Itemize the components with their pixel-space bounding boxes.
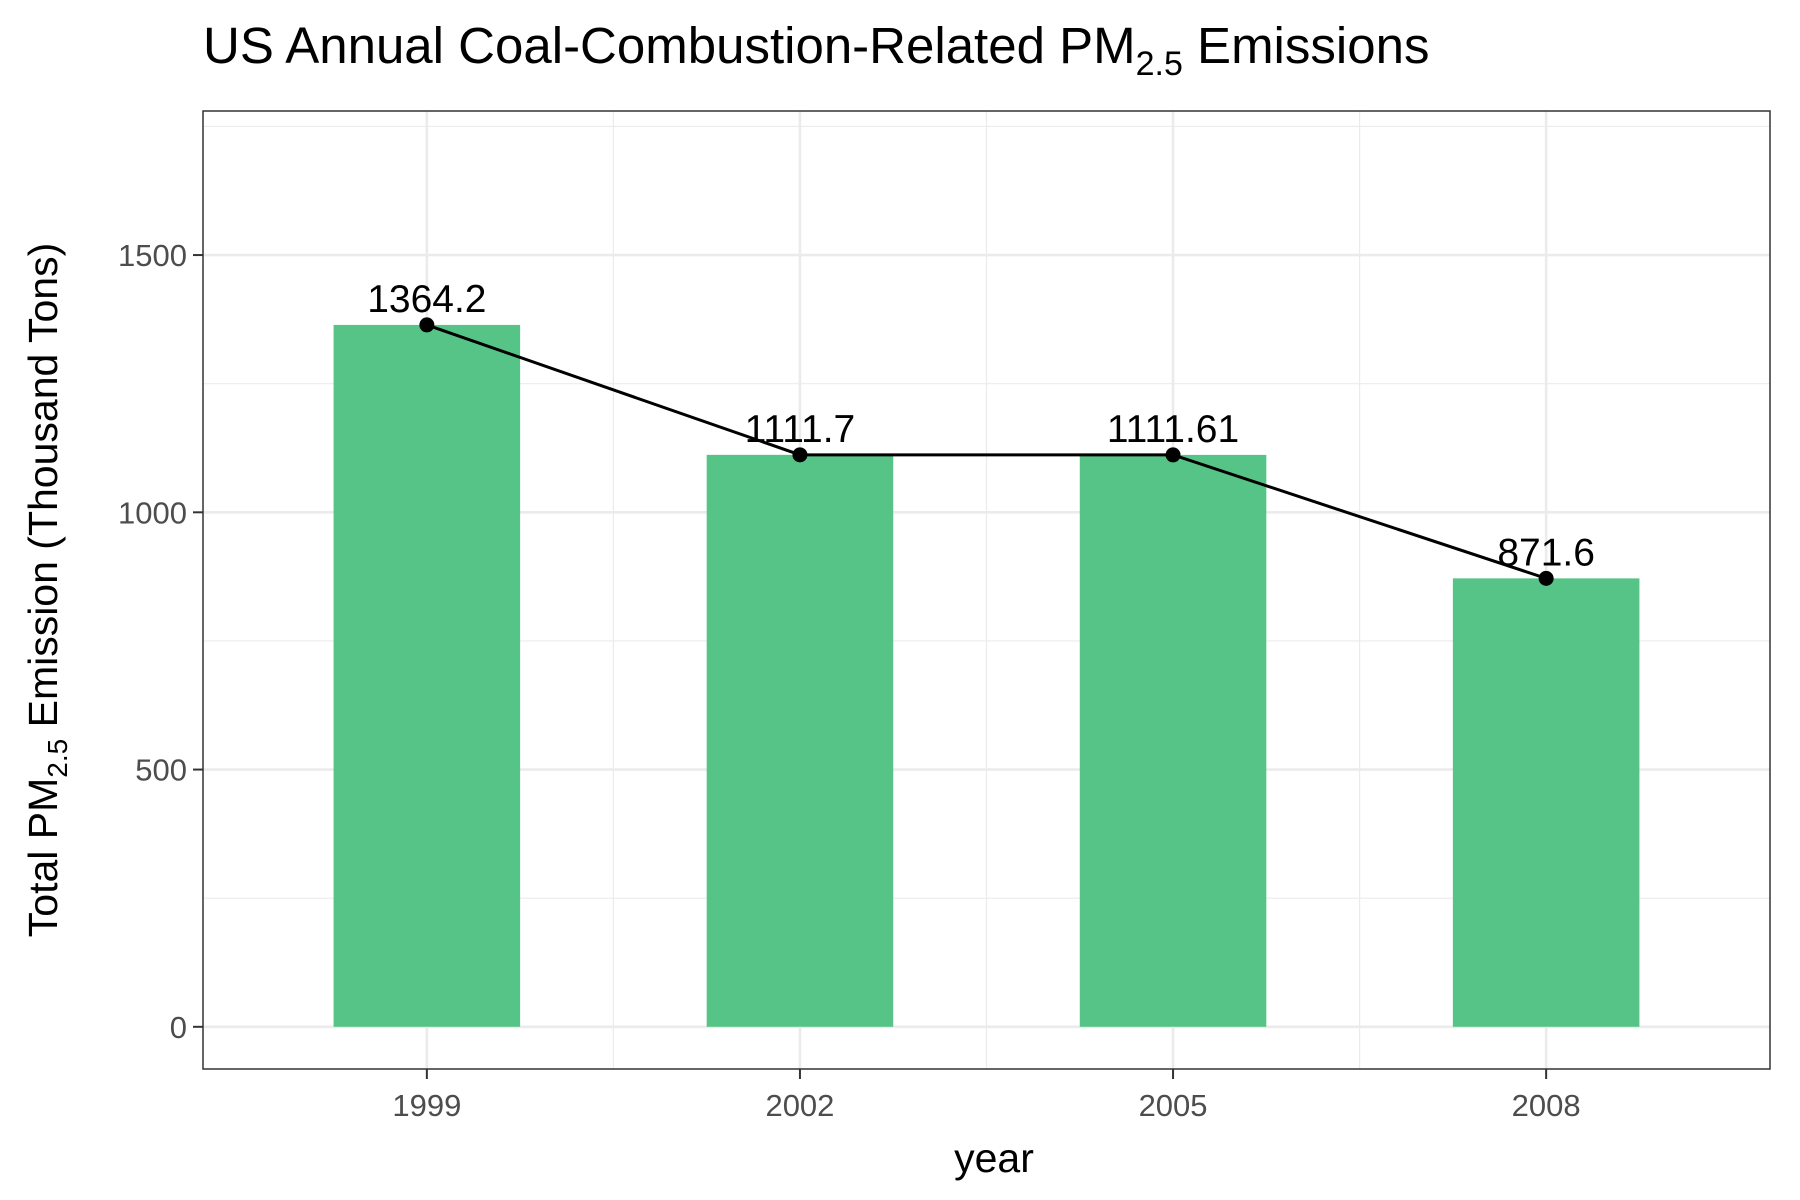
y-axis-title-suffix: Emission (Thousand Tons) [20,243,66,739]
bar-2005 [1079,454,1267,1027]
y-axis: 0 500 1000 1500 [118,238,203,1045]
x-axis-title: year [954,1135,1034,1181]
chart-title-main: US Annual Coal-Combustion-Related PM [203,17,1136,74]
y-axis-title: Total PM2.5 Emission (Thousand Tons) [20,243,73,937]
data-label-2008: 871.6 [1497,531,1595,574]
y-axis-title-main: Total PM [20,778,66,938]
x-tick-label: 2002 [765,1088,834,1123]
y-tick-label: 1500 [118,238,187,273]
data-label-1999: 1364.2 [367,278,486,321]
chart-title-suffix: Emissions [1183,17,1430,74]
chart-title: US Annual Coal-Combustion-Related PM2.5 … [203,17,1429,83]
y-tick-label: 500 [135,753,187,788]
y-tick-label: 0 [170,1010,187,1045]
trend-point-2005 [1165,447,1181,463]
trend-point-2008 [1538,570,1554,586]
trend-point-2002 [792,447,808,463]
panel-border [202,110,1771,1070]
bar-1999 [333,324,521,1027]
x-tick-label: 1999 [392,1088,461,1123]
bars [333,324,1640,1027]
x-axis: 1999 2002 2005 2008 [392,1069,1581,1123]
x-tick-label: 2005 [1139,1088,1208,1123]
bar-2008 [1452,578,1640,1027]
chart-title-subscript: 2.5 [1136,45,1183,83]
trend-point-1999 [419,317,435,333]
data-label-2005: 1111.61 [1107,408,1239,451]
y-tick-label: 1000 [118,495,187,530]
bar-2002 [706,454,894,1027]
trend-line-path [426,323,1547,580]
data-label-2002: 1111.7 [745,408,856,451]
data-labels: 1364.2 1111.7 1111.61 871.6 [367,278,1595,574]
x-tick-label: 2008 [1512,1088,1581,1123]
y-axis-title-subscript: 2.5 [42,739,73,778]
trend-line [419,317,1554,586]
